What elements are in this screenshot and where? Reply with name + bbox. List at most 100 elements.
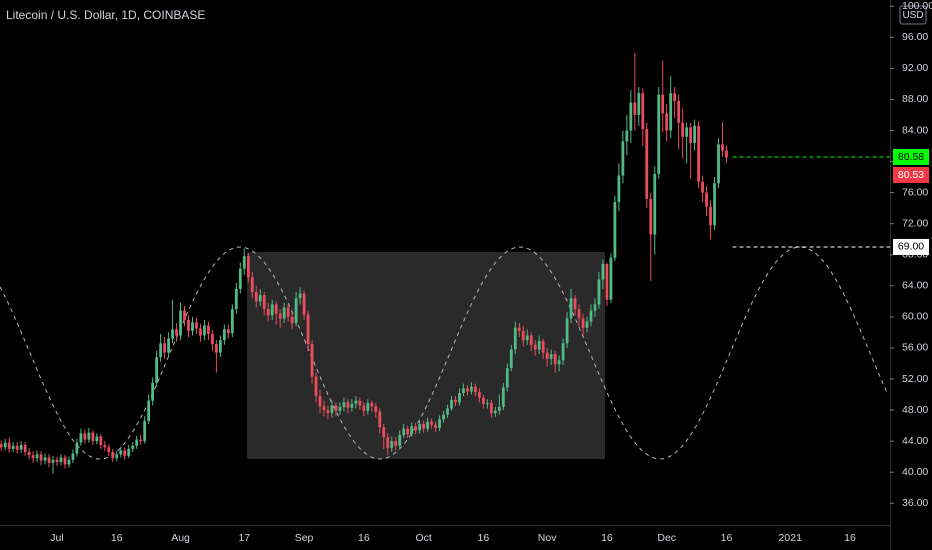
candle-body (354, 400, 358, 404)
candle-body (577, 309, 581, 319)
candle-body (541, 340, 545, 353)
candle-body (406, 428, 410, 435)
candle-body (501, 387, 505, 407)
candle-body (218, 340, 222, 353)
candle-body (346, 402, 350, 408)
candle-body (649, 198, 653, 235)
candle-body (99, 436, 103, 446)
candle-body (79, 433, 83, 443)
candle-body (569, 298, 573, 319)
candle-body (254, 292, 258, 302)
candle-body (689, 127, 693, 143)
y-tick-label: 92.00 (902, 62, 928, 74)
candle-body (418, 424, 422, 431)
chart-title: Litecoin / U.S. Dollar, 1D, COINBASE (6, 8, 205, 22)
candle-body (222, 329, 226, 341)
candle-body (155, 357, 159, 383)
candle-body (143, 420, 147, 442)
x-tick-label: 16 (601, 532, 613, 544)
candle-body (366, 403, 370, 411)
x-tick-label: Jul (50, 532, 63, 544)
candle-body (681, 122, 685, 137)
y-tick-label: 96.00 (902, 31, 928, 43)
candle-body (294, 298, 298, 324)
candle-body (147, 400, 151, 421)
price-label-box (893, 149, 929, 166)
candle-body (290, 316, 294, 324)
candle-body (661, 94, 665, 114)
candle-body (585, 321, 589, 328)
candle-body (593, 304, 597, 311)
candle-body (589, 310, 593, 322)
candle-body (306, 314, 310, 345)
candle-body (458, 392, 461, 403)
candle-body (171, 329, 174, 339)
candle-body (721, 144, 724, 151)
candle-body (278, 313, 282, 319)
candle-body (334, 405, 338, 411)
candle-body (581, 318, 585, 328)
candle-body (466, 388, 469, 392)
last-price-label: 80.53 (898, 169, 924, 181)
candle-body (621, 141, 625, 176)
candle-body (159, 343, 163, 358)
candle-body (513, 327, 517, 350)
candle-body (302, 293, 306, 315)
candle-body (378, 411, 382, 428)
candle-body (561, 343, 565, 361)
candle-body (318, 396, 322, 407)
currency[interactable]: USD (902, 10, 923, 21)
candle-body (286, 307, 290, 317)
candle-body (557, 360, 561, 365)
candle-body (35, 454, 39, 459)
candle-body (91, 432, 95, 442)
candle-body (322, 406, 326, 411)
candle-body (250, 277, 254, 293)
candle-body (394, 441, 398, 446)
candles (0, 52, 728, 474)
candle-body (7, 442, 11, 449)
y-tick-label: 72.00 (902, 217, 928, 229)
candle-body (673, 93, 677, 101)
currency-box[interactable] (899, 5, 927, 25)
candle-body (55, 459, 59, 463)
candle-body (246, 256, 250, 278)
candle-body (326, 410, 330, 414)
x-tick-label: Oct (415, 532, 431, 544)
candle-body (446, 408, 449, 415)
candle-body (390, 441, 394, 449)
candle-body (725, 150, 728, 158)
candle-body (127, 448, 131, 456)
candle-body (414, 426, 418, 431)
candle-body (238, 268, 242, 289)
candle-body (211, 333, 214, 345)
candle-body (374, 406, 378, 412)
candle-body (462, 388, 465, 393)
candle-body (31, 455, 35, 459)
candle-body (266, 309, 270, 316)
candle-body (609, 257, 613, 300)
candle-body (87, 432, 91, 440)
candle-body (685, 127, 689, 137)
candle-body (629, 102, 633, 131)
candle-body (505, 368, 509, 388)
candle-body (565, 318, 569, 344)
candle-body (226, 329, 230, 334)
candle-body (282, 307, 286, 319)
y-tick-label: 84.00 (902, 124, 928, 136)
candle-body (470, 386, 473, 392)
candle-body (103, 445, 107, 448)
candle-body (605, 264, 609, 300)
candle-body (717, 144, 720, 184)
x-tick-label: Sep (295, 532, 314, 544)
x-tick-label: 2021 (779, 532, 803, 544)
candle-body (23, 445, 27, 452)
candle-body (230, 309, 234, 334)
candle-body (207, 325, 210, 334)
candle-body (713, 183, 716, 226)
candle-body (338, 406, 342, 411)
x-tick-label: 17 (238, 532, 250, 544)
candle-body (107, 447, 111, 452)
candle-body (438, 419, 441, 428)
range-box (247, 252, 605, 459)
